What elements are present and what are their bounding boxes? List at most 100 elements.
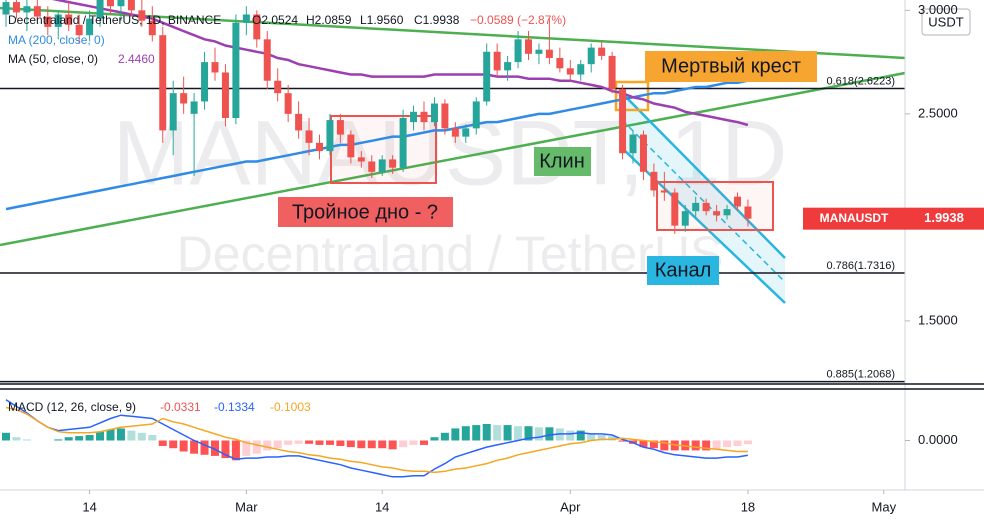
histogram-bar (367, 440, 376, 449)
legend-value: -0.1334 (214, 400, 255, 414)
level-label: 0.618(2.6223) (827, 75, 896, 87)
candle-body (483, 51, 491, 102)
candle-body (535, 49, 543, 54)
annotation: Тройное дно - ? (292, 201, 438, 223)
y-tick-label: 0.0000 (918, 432, 958, 447)
histogram-bar (231, 440, 240, 461)
candle-body (211, 62, 219, 73)
histogram-bar (127, 430, 136, 441)
histogram-bar (158, 440, 167, 446)
histogram-bar (743, 440, 752, 445)
histogram-bar (116, 428, 125, 441)
histogram-bar (294, 440, 303, 444)
histogram-bar (639, 440, 648, 448)
histogram-bar (190, 440, 199, 454)
candle-body (305, 130, 313, 143)
channel-fill (619, 90, 785, 303)
candle-body (723, 209, 731, 216)
level-label: 0.885(1.2068) (827, 368, 896, 380)
histogram-bar (357, 440, 366, 449)
histogram-bar (514, 426, 523, 441)
histogram-bar (221, 440, 230, 459)
candle-body (159, 35, 167, 131)
histogram-bar (378, 440, 387, 449)
candle-body (23, 6, 31, 13)
candle-body (347, 134, 355, 158)
x-tick-label: 14 (375, 499, 389, 514)
candle-body (608, 55, 616, 90)
annotation: Мертвый крест (661, 55, 801, 77)
box (330, 115, 437, 184)
candle-body (420, 111, 428, 123)
channel-mid (621, 119, 786, 283)
header-low: L1.9560 (360, 13, 404, 27)
histogram-bar (482, 424, 491, 441)
candle-body (692, 202, 700, 212)
unit: USDT (928, 14, 963, 29)
candle-body (744, 206, 752, 219)
histogram-bar (691, 440, 700, 451)
candle-body (326, 120, 334, 152)
legend-entry: MA (200, close, 0) (8, 33, 105, 47)
histogram-bar (22, 439, 31, 441)
candle-body (713, 211, 721, 216)
histogram-bar (263, 440, 272, 451)
histogram-bar (179, 440, 188, 452)
histogram-bar (440, 432, 449, 441)
histogram-bar (200, 440, 209, 455)
label-bg (647, 256, 719, 285)
candle-body (430, 103, 438, 123)
candle-body (472, 101, 480, 129)
histogram-bar (430, 437, 439, 441)
candle-body (274, 80, 282, 94)
histogram-bar (723, 440, 732, 448)
histogram-bar (252, 440, 261, 454)
candle-body (127, 0, 135, 11)
price-pane (0, 0, 905, 383)
histogram-bar (399, 440, 408, 448)
histogram-bar (576, 430, 585, 441)
histogram-bar (545, 427, 554, 441)
candle-body (33, 6, 41, 17)
candle-body (201, 62, 209, 102)
histogram-bar (534, 427, 543, 441)
price-label-value: 1.9938 (924, 210, 964, 225)
histogram-bar (137, 432, 146, 441)
histogram-bar (273, 440, 282, 449)
histogram-bar (242, 440, 251, 456)
candle-body (587, 47, 595, 65)
histogram-bar (388, 440, 397, 450)
candle-body (242, 14, 250, 23)
candle-body (504, 62, 512, 71)
histogram-bar (315, 440, 324, 445)
histogram-bar (493, 425, 502, 441)
histogram-bar (169, 440, 178, 449)
candle-body (389, 159, 397, 168)
candle-body (96, 0, 104, 19)
histogram-bar (2, 432, 10, 441)
price-label-symbol: MANAUSDT (820, 211, 889, 225)
histogram-bar (96, 431, 105, 441)
candle-body (702, 202, 710, 212)
candle-body (399, 118, 407, 168)
candle-body (180, 93, 188, 104)
candle-body (650, 171, 658, 191)
box (614, 80, 650, 112)
histogram-bar (284, 440, 293, 445)
y-tick-label: 1.5000 (918, 312, 958, 327)
legend-value: -0.1003 (270, 400, 311, 414)
candle-body (441, 103, 449, 129)
candle-body (86, 18, 94, 36)
candle-body (681, 211, 689, 226)
candle-body (148, 20, 156, 36)
histogram-bar (336, 440, 345, 446)
candle-body (2, 2, 10, 15)
candle-body (75, 24, 83, 36)
candle-body (525, 39, 532, 54)
candle-body (295, 113, 303, 131)
histogram-bar (12, 437, 21, 441)
x-tick-label: Mar (235, 499, 258, 514)
candle-body (263, 39, 271, 81)
